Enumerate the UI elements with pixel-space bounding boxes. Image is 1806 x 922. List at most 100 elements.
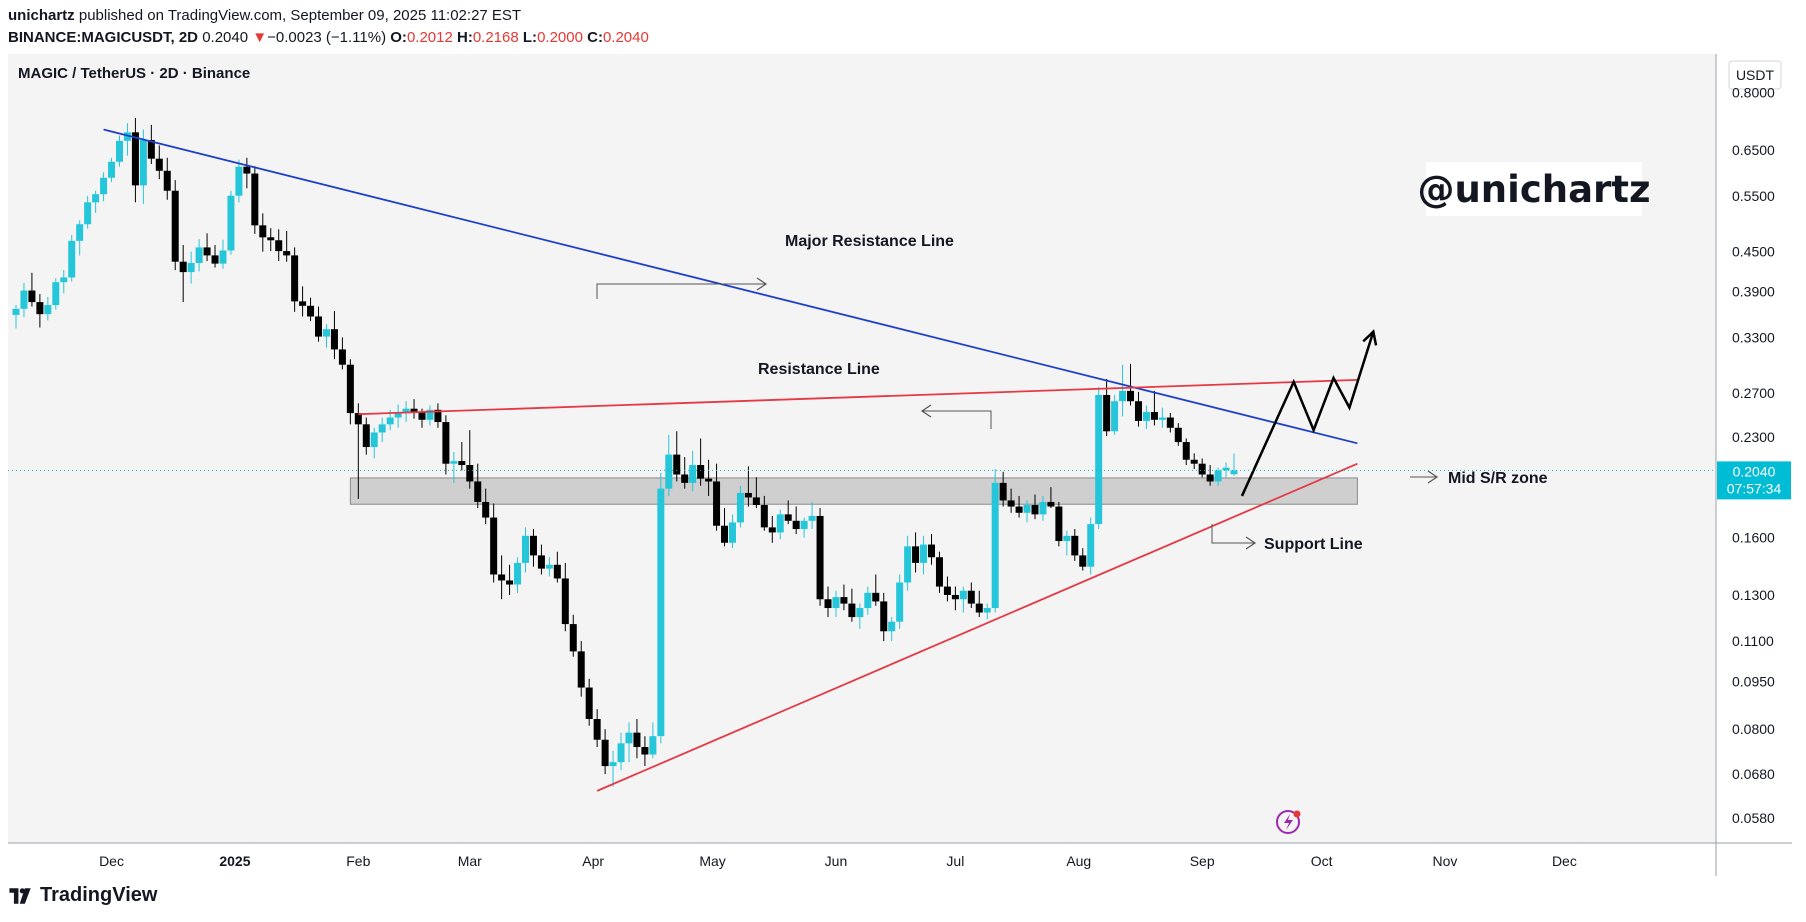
trend-lines[interactable] bbox=[103, 128, 1378, 792]
y-tick-label: 0.4500 bbox=[1732, 244, 1775, 260]
candle-body bbox=[1023, 504, 1031, 513]
close-value: 0.2040 bbox=[602, 29, 649, 46]
candle bbox=[426, 405, 434, 426]
candle-body bbox=[959, 590, 967, 600]
candle bbox=[362, 417, 370, 455]
candle bbox=[163, 157, 171, 200]
candle-body bbox=[999, 482, 1007, 501]
y-tick-label: 0.0950 bbox=[1732, 674, 1775, 690]
publisher-name[interactable]: unichartz bbox=[8, 7, 75, 24]
candle bbox=[195, 239, 203, 272]
candle-body bbox=[203, 247, 211, 256]
support-callout-icon bbox=[1211, 524, 1257, 550]
candle-body bbox=[689, 465, 697, 483]
candle-body bbox=[792, 520, 800, 530]
support-callout-icon-head bbox=[1245, 536, 1257, 550]
price-axis-labels: 0.8000 0.6500 0.5500 0.4500 0.3900 0.3300 0.27… bbox=[1732, 85, 1775, 826]
candle-body bbox=[100, 177, 108, 195]
candle bbox=[1111, 394, 1119, 435]
currency-button[interactable] bbox=[1728, 60, 1782, 90]
candle bbox=[1206, 465, 1214, 486]
candle-body bbox=[1174, 427, 1182, 443]
candle bbox=[76, 220, 84, 256]
candle-body bbox=[195, 247, 203, 263]
candle bbox=[498, 555, 506, 600]
candle bbox=[736, 485, 744, 528]
candle bbox=[681, 457, 689, 489]
last-price-tag-bg bbox=[1717, 461, 1791, 500]
candle-body bbox=[872, 592, 880, 602]
candle-body bbox=[1119, 390, 1127, 402]
candle-body bbox=[1007, 500, 1015, 507]
candle-body bbox=[92, 194, 100, 203]
candle bbox=[291, 247, 299, 312]
candle-body bbox=[315, 316, 323, 337]
candle bbox=[100, 172, 108, 202]
candle-body bbox=[1087, 524, 1095, 567]
candle bbox=[346, 359, 354, 425]
candle-body bbox=[1206, 474, 1214, 482]
y-tick-label: 0.0680 bbox=[1732, 766, 1775, 782]
candle bbox=[1166, 413, 1174, 433]
candle-body bbox=[975, 603, 983, 613]
candle-body bbox=[171, 190, 179, 262]
y-tick-label: 0.2300 bbox=[1732, 429, 1775, 445]
lightning-icon[interactable] bbox=[1276, 810, 1301, 834]
candle bbox=[529, 529, 537, 567]
candle-body bbox=[330, 329, 338, 350]
candle bbox=[68, 235, 76, 282]
candle bbox=[856, 603, 864, 629]
x-tick-label: Jun bbox=[825, 853, 848, 869]
candle bbox=[864, 586, 872, 615]
candle bbox=[315, 306, 323, 342]
candle bbox=[1055, 501, 1063, 547]
mid-sr-zone[interactable] bbox=[349, 477, 1358, 505]
candle-body bbox=[1063, 535, 1071, 542]
mid-zone-callout-icon bbox=[1410, 470, 1439, 484]
y-tick-label: 0.0800 bbox=[1732, 721, 1775, 737]
published-text: published on TradingView.com, September … bbox=[78, 7, 522, 24]
candle-body bbox=[60, 277, 68, 283]
candle bbox=[585, 678, 593, 726]
candle-body bbox=[20, 290, 28, 309]
candle-body bbox=[259, 225, 267, 238]
candle-body bbox=[848, 603, 856, 618]
candle bbox=[1134, 391, 1142, 427]
y-tick-label: 0.6500 bbox=[1732, 142, 1775, 158]
tradingview-logo[interactable]: TradingView bbox=[8, 884, 157, 907]
candle-body bbox=[163, 170, 171, 191]
candle-body bbox=[370, 432, 378, 448]
candle-body bbox=[784, 514, 792, 521]
candle bbox=[434, 403, 442, 428]
candle-body bbox=[394, 413, 402, 418]
candle-body bbox=[466, 465, 474, 482]
price-chart[interactable]: MAGIC / TetherUS · 2D · Binance @unichar… bbox=[8, 54, 1792, 876]
candle-body bbox=[418, 411, 426, 420]
candle-body bbox=[1039, 501, 1047, 515]
candle bbox=[983, 603, 991, 620]
x-tick-label: Dec bbox=[99, 853, 124, 869]
time-axis[interactable] bbox=[8, 843, 1716, 876]
candle-body bbox=[283, 251, 291, 256]
candle-body bbox=[625, 732, 633, 744]
candle-body bbox=[362, 424, 370, 448]
candle bbox=[378, 417, 386, 443]
candle bbox=[808, 501, 816, 530]
candle bbox=[713, 463, 721, 531]
candle bbox=[824, 586, 832, 618]
change-down-icon: ▼ bbox=[252, 29, 268, 46]
major-resistance-label: Major Resistance Line bbox=[785, 233, 954, 250]
candle bbox=[187, 251, 195, 284]
candle bbox=[1023, 500, 1031, 523]
price-change: −0.0023 (−1.11%) bbox=[267, 29, 387, 46]
candle bbox=[60, 270, 68, 294]
candle-body bbox=[641, 747, 649, 755]
candle-body bbox=[458, 461, 466, 466]
candle-body bbox=[434, 409, 442, 423]
mid-sr-zone-rect bbox=[349, 477, 1358, 505]
low-value: 0.2000 bbox=[537, 29, 583, 46]
candle-body bbox=[155, 158, 163, 171]
candle bbox=[768, 515, 776, 543]
candle bbox=[394, 404, 402, 428]
symbol-label: BINANCE:MAGICUSDT, 2D bbox=[8, 29, 199, 46]
